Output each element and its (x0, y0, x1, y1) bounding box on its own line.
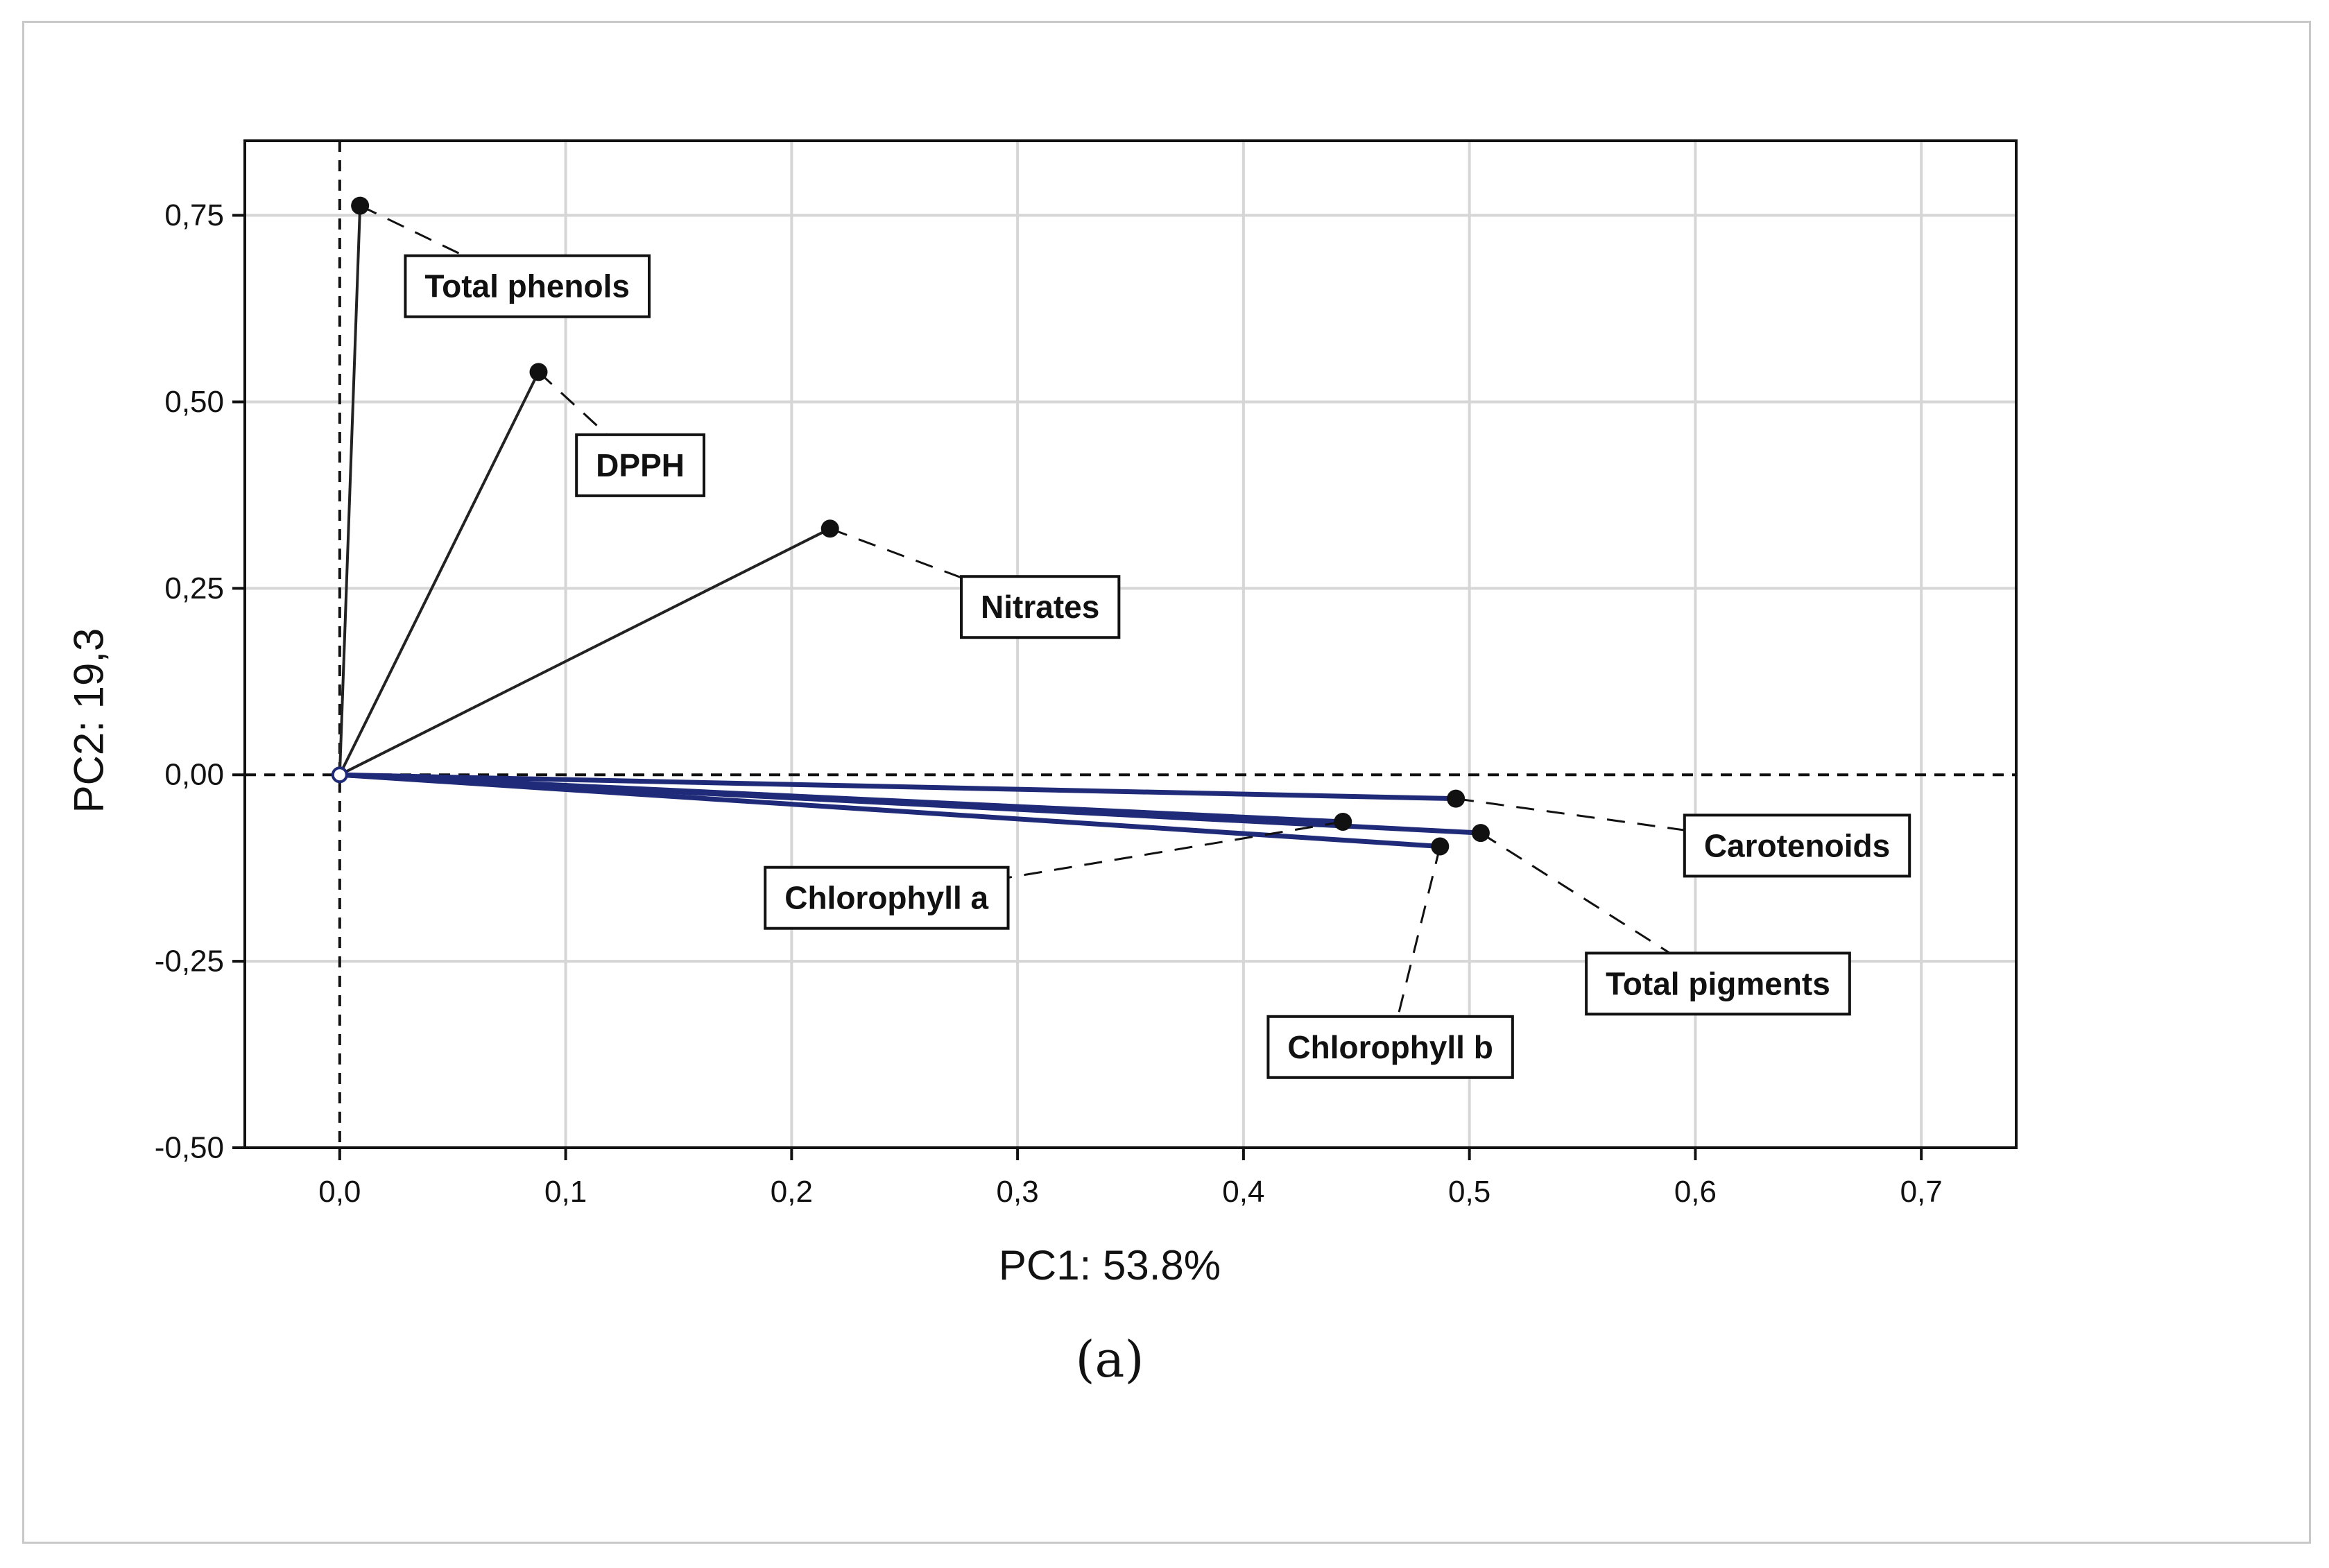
loading-vector (338, 527, 831, 777)
label-leader-line (1480, 832, 1719, 985)
loading-point (1334, 812, 1352, 831)
loading-point (1431, 837, 1450, 856)
x-tick-label: 0,6 (1674, 1175, 1717, 1209)
loading-point (1447, 789, 1466, 808)
point-label-box (764, 865, 1010, 930)
loading-vector (339, 772, 1481, 836)
label-leader-line (538, 371, 642, 466)
label-leader-line (886, 820, 1343, 899)
point-label: Nitrates (981, 589, 1099, 625)
x-tick-label: 0,1 (544, 1175, 587, 1209)
loading-vector (338, 205, 362, 775)
label-leader-line (1389, 846, 1441, 1048)
figure-frame (22, 21, 2311, 1544)
y-tick-label: -0,50 (155, 1131, 224, 1165)
reference-lines (245, 141, 2016, 1148)
point-label: Chlorophyll b (1287, 1029, 1493, 1065)
point-label: Total phenols (424, 268, 630, 304)
loading-point (351, 196, 370, 215)
y-tick-label: 0,25 (164, 571, 224, 605)
loading-vector (338, 371, 540, 776)
point-label-box (1266, 1015, 1514, 1079)
point-label-group: Chlorophyll b (1266, 1015, 1514, 1079)
point-label-box (1683, 813, 1911, 878)
panel-label: (a) (1075, 1330, 1144, 1388)
y-tick-label: 0,50 (164, 385, 224, 419)
x-tick-label: 0,3 (997, 1175, 1039, 1209)
point-label-box (575, 433, 705, 497)
axis-ticks: 0,0 0,1 0,2 0,3 0,4 0,5 0,6 0,7 -0,50 -0,25 0,00 0,… (155, 198, 1943, 1209)
point-label-group: Carotenoids (1683, 813, 1911, 878)
x-tick-label: 0,4 (1222, 1175, 1264, 1209)
point-label: Carotenoids (1704, 827, 1890, 863)
point-label-box (404, 254, 651, 318)
point-label-box (960, 575, 1121, 639)
point-labels: Total phenols DPPH Nitrates Carotenoids Chlo… (404, 254, 1911, 1079)
point-label: Total pigments (1606, 965, 1830, 1001)
point-label-group: DPPH (575, 433, 705, 497)
point-label-group: Total pigments (1585, 951, 1851, 1016)
point-label-group: Total phenols (404, 254, 651, 318)
loading-vector (339, 772, 1456, 802)
loading-point (820, 519, 839, 538)
x-tick-label: 0,0 (318, 1175, 361, 1209)
y-tick-label: 0,75 (164, 198, 224, 232)
y-axis-title: PC2: 19,3 (66, 628, 112, 813)
x-tick-label: 0,7 (1900, 1175, 1943, 1209)
origin-marker (331, 766, 348, 784)
point-label-box (1585, 951, 1851, 1016)
y-tick-label: 0,00 (164, 758, 224, 792)
x-tick-label: 0,2 (771, 1175, 813, 1209)
loading-point (529, 363, 548, 381)
x-axis-title: PC1: 53.8% (999, 1242, 1221, 1289)
loading-vectors (338, 205, 1481, 849)
loading-point (1471, 824, 1490, 843)
plot-area-border (243, 139, 2018, 1149)
y-tick-label: -0,25 (155, 945, 224, 979)
loading-vector (339, 772, 1441, 849)
point-label-group: Chlorophyll a (764, 865, 1010, 930)
point-label: Chlorophyll a (784, 880, 988, 916)
loading-points (331, 196, 1490, 856)
point-label: DPPH (596, 447, 685, 483)
x-tick-label: 0,5 (1448, 1175, 1490, 1209)
point-label-group: Nitrates (960, 575, 1121, 639)
